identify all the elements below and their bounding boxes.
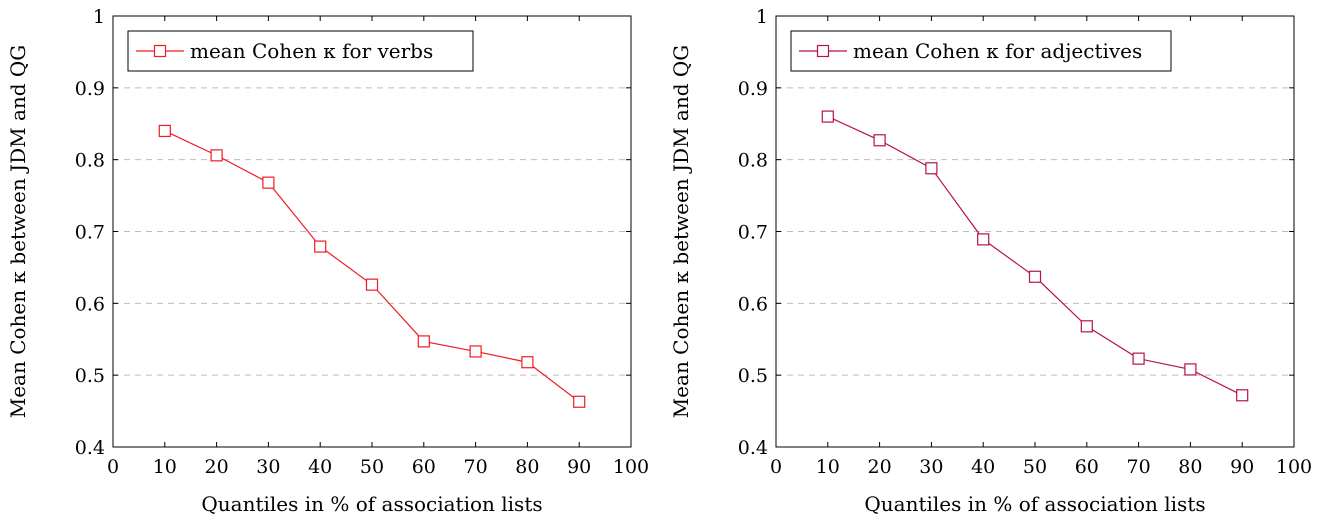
y-tick-label: 0.6 — [738, 293, 768, 315]
x-tick-label: 80 — [515, 456, 539, 478]
x-tick-label: 80 — [1178, 456, 1202, 478]
x-tick-label: 100 — [613, 456, 649, 478]
x-tick-label: 30 — [256, 456, 280, 478]
y-tick-label: 0.7 — [75, 222, 105, 244]
x-axis-label: Quantiles in % of association lists — [201, 492, 542, 516]
data-point — [158, 124, 171, 138]
x-tick-label: 40 — [971, 456, 995, 478]
data-point — [417, 335, 430, 348]
x-tick-label: 0 — [770, 456, 782, 478]
data-point — [469, 345, 482, 358]
series-line — [164, 130, 580, 403]
x-tick-label: 50 — [360, 456, 384, 478]
y-tick-label: 0.8 — [738, 150, 768, 172]
data-point — [314, 240, 327, 253]
data-point — [977, 233, 990, 246]
data-point — [1028, 270, 1042, 283]
y-axis-label: Mean Cohen κ between JDM and QG — [6, 45, 30, 419]
y-axis-label: Mean Cohen κ between JDM and QG — [669, 45, 693, 419]
x-tick-label: 60 — [1075, 456, 1099, 478]
data-point — [821, 110, 834, 123]
legend-label: mean Cohen κ for adjectives — [853, 39, 1142, 63]
y-tick-label: 0.8 — [75, 150, 105, 172]
legend-marker — [816, 44, 830, 58]
x-tick-label: 90 — [1230, 456, 1254, 478]
x-axis-label: Quantiles in % of association lists — [864, 492, 1205, 516]
y-tick-label: 1 — [93, 6, 105, 28]
y-tick-label: 0.5 — [75, 365, 105, 387]
x-tick-label: 70 — [464, 456, 488, 478]
data-point — [925, 162, 938, 175]
data-point — [521, 356, 534, 369]
data-point — [1080, 320, 1093, 333]
y-tick-label: 0.5 — [738, 365, 768, 387]
chart-panel-2: 0.40.50.60.70.80.910 10 20 30 40 50 60 70 80 90 10… — [669, 6, 1312, 516]
x-tick-label: 60 — [412, 456, 436, 478]
legend-marker — [153, 44, 167, 58]
y-tick-label: 0.7 — [738, 222, 768, 244]
x-tick-label: 50 — [1023, 456, 1047, 478]
x-tick-label: 90 — [567, 456, 591, 478]
data-point — [262, 176, 275, 189]
data-point — [873, 134, 886, 147]
x-tick-label: 30 — [919, 456, 943, 478]
data-point — [1236, 389, 1249, 402]
y-tick-label: 1 — [756, 6, 768, 28]
data-point — [573, 395, 586, 408]
x-tick-label: 20 — [205, 456, 229, 478]
data-point — [1132, 352, 1145, 365]
y-tick-label: 0.9 — [738, 78, 768, 100]
legend-label: mean Cohen κ for verbs — [190, 39, 433, 63]
legend-box — [127, 30, 474, 72]
x-tick-label: 100 — [1276, 456, 1312, 478]
y-tick-label: 0.4 — [75, 437, 105, 459]
x-tick-label: 10 — [153, 456, 177, 478]
chart-panel-1: 0.40.50.60.70.80.910 10 20 30 40 50 60 70 80 90 10… — [6, 6, 649, 516]
x-tick-label: 0 — [107, 456, 119, 478]
data-point — [1184, 363, 1197, 376]
x-tick-label: 10 — [816, 456, 840, 478]
y-tick-label: 0.6 — [75, 293, 105, 315]
x-tick-label: 20 — [868, 456, 892, 478]
data-point — [365, 278, 379, 291]
y-tick-label: 0.4 — [738, 437, 768, 459]
x-tick-label: 40 — [308, 456, 332, 478]
y-tick-label: 0.9 — [75, 78, 105, 100]
data-point — [210, 149, 223, 162]
series-line — [827, 116, 1243, 396]
legend-box — [790, 30, 1172, 72]
x-tick-label: 70 — [1127, 456, 1151, 478]
